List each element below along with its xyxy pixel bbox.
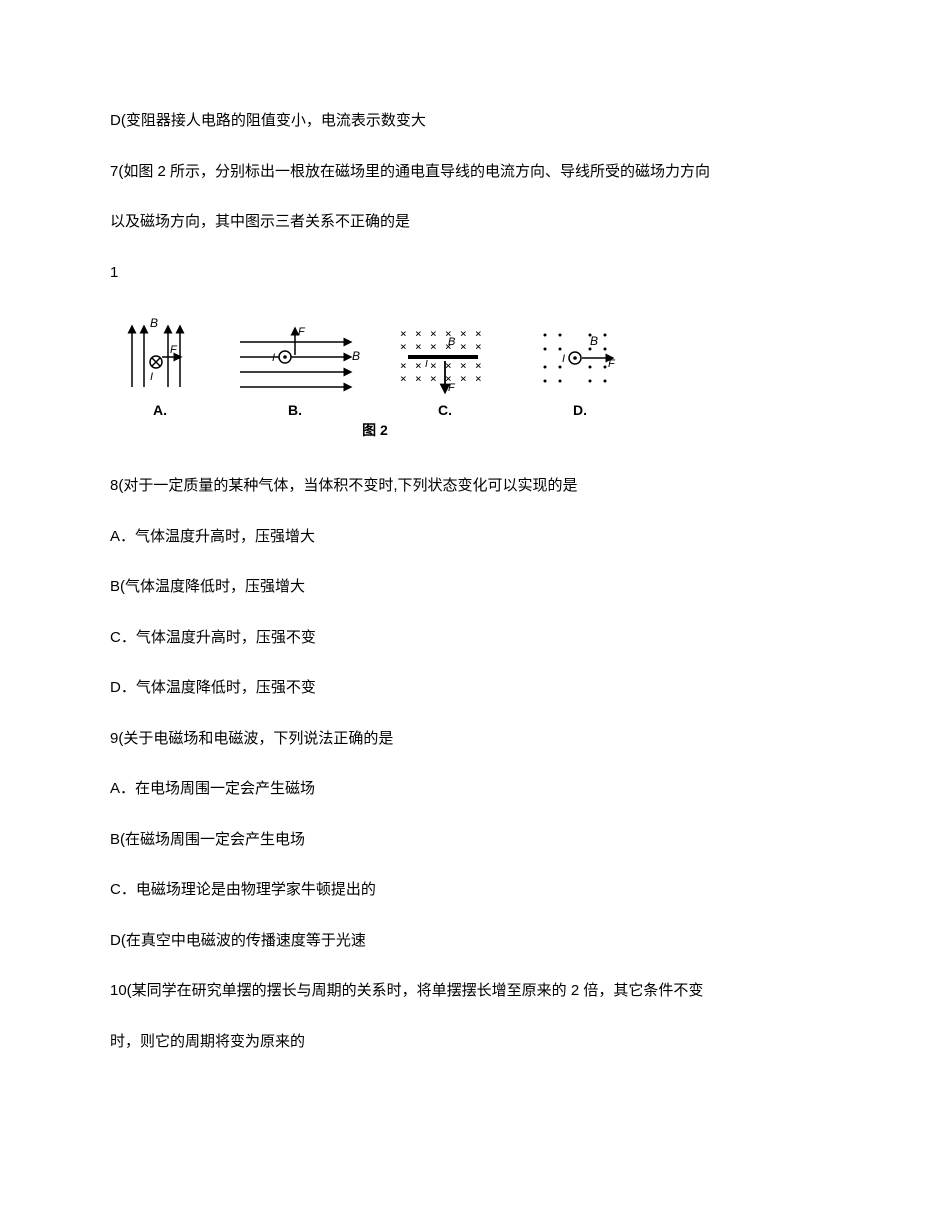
svg-text:F: F [608,358,616,370]
q8-stem: 8(对于一定质量的某种气体，当体积不变时,下列状态变化可以实现的是 [110,475,840,498]
svg-text:×: × [460,340,467,353]
q7-continuation: 以及磁场方向，其中图示三者关系不正确的是 [110,211,840,234]
svg-text:×: × [460,372,467,385]
subfig-b: B I F B. [230,317,360,418]
q8-option-d: D．气体温度降低时，压强不变 [110,677,840,700]
svg-text:×: × [460,327,467,340]
subfig-b-label: B. [288,402,302,418]
subfig-b-svg: B I F [230,317,360,397]
q8-option-c: C．气体温度升高时，压强不变 [110,627,840,650]
subfig-c: ×××××× ×××××× ×××××× ×××××× B I F C. [390,317,500,418]
svg-text:I: I [150,371,153,383]
svg-text:×: × [400,340,407,353]
svg-text:×: × [415,359,422,372]
svg-text:×: × [445,359,452,372]
svg-text:×: × [430,340,437,353]
subfig-d-label: D. [573,402,587,418]
svg-text:×: × [400,359,407,372]
q7-number: 1 [110,262,840,285]
svg-text:F: F [170,344,178,356]
q6-option-d: D(变阻器接人电路的阻值变小，电流表示数变大 [110,110,840,133]
svg-text:×: × [430,359,437,372]
svg-text:B: B [352,349,360,363]
svg-text:×: × [415,372,422,385]
q8-option-a: A．气体温度升高时，压强增大 [110,526,840,549]
svg-text:×: × [475,327,482,340]
subfig-a-label: A. [153,402,167,418]
svg-text:×: × [415,327,422,340]
subfig-d-svg: B I F [530,317,630,397]
svg-text:F: F [448,382,456,394]
q9-stem: 9(关于电磁场和电磁波，下列说法正确的是 [110,728,840,751]
subfig-d: B I F D. [530,317,630,418]
svg-text:×: × [475,359,482,372]
svg-text:×: × [400,372,407,385]
subfig-a-svg: B I F [120,317,200,397]
svg-text:I: I [425,359,428,370]
q10-stem: 10(某同学在研究单摆的摆长与周期的关系时，将单摆摆长增至原来的 2 倍，其它条… [110,980,840,1003]
svg-text:×: × [400,327,407,340]
q9-option-c: C．电磁场理论是由物理学家牛顿提出的 [110,879,840,902]
svg-text:B: B [150,317,158,330]
subfig-a: B I F A. [120,317,200,418]
q7-stem: 7(如图 2 所示，分别标出一根放在磁场里的通电直导线的电流方向、导线所受的磁场… [110,161,840,184]
figure-2: B I F A. [110,312,840,445]
svg-text:B: B [590,334,598,348]
q8-option-b: B(气体温度降低时，压强增大 [110,576,840,599]
svg-text:×: × [415,340,422,353]
subfig-c-svg: ×××××× ×××××× ×××××× ×××××× B I F [390,317,500,397]
svg-text:×: × [460,359,467,372]
subfig-c-label: C. [438,402,452,418]
figure-2-caption: 图 2 [0,420,840,440]
svg-text:×: × [475,340,482,353]
q9-option-a: A．在电场周围一定会产生磁场 [110,778,840,801]
q9-option-d: D(在真空中电磁波的传播速度等于光速 [110,930,840,953]
svg-text:I: I [562,353,565,365]
svg-text:I: I [272,352,275,364]
svg-text:×: × [430,372,437,385]
svg-text:F: F [298,326,306,338]
q9-option-b: B(在磁场周围一定会产生电场 [110,829,840,852]
svg-text:B: B [448,336,455,348]
svg-text:×: × [475,372,482,385]
q10-continuation: 时，则它的周期将变为原来的 [110,1031,840,1054]
svg-text:×: × [430,327,437,340]
